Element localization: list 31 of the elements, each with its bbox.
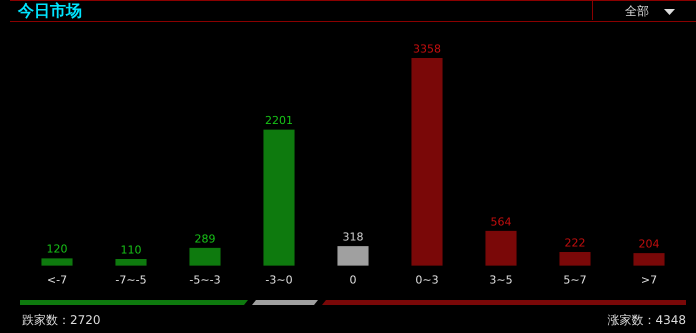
bar — [263, 130, 295, 266]
text: 全部 — [625, 3, 649, 19]
bar — [411, 58, 443, 266]
x-tick-label: 0~3 — [415, 273, 439, 286]
x-tick-label: >7 — [640, 273, 658, 286]
chart-title: 今日市场 — [18, 1, 82, 21]
bar — [41, 258, 73, 266]
data-label: 2201 — [265, 114, 293, 127]
x-tick-label: <-7 — [46, 273, 68, 286]
x-tick-label: -3~0 — [265, 273, 293, 286]
data-label: 318 — [342, 230, 364, 244]
bar — [559, 252, 591, 266]
text: 跌家数：2720 — [22, 312, 101, 329]
x-tick-label: -5~-3 — [189, 273, 221, 286]
text: 涨家数：4348 — [607, 312, 686, 329]
x-tick-label: 3~5 — [489, 273, 513, 286]
x-tick-label: 5~7 — [563, 273, 587, 286]
data-label: 3358 — [413, 42, 441, 56]
data-label: 564 — [490, 215, 512, 228]
x-tick-label: 0 — [350, 273, 356, 286]
data-label: 222 — [564, 236, 586, 250]
bar — [485, 230, 517, 266]
data-label: 120 — [46, 242, 68, 256]
bar — [115, 258, 147, 266]
bar — [633, 253, 665, 266]
bar — [189, 248, 221, 266]
bar — [337, 246, 369, 266]
data-label: 110 — [120, 243, 142, 256]
x-tick-label: -7~-5 — [115, 273, 147, 286]
data-label: 204 — [638, 238, 660, 251]
data-label: 289 — [194, 232, 216, 246]
